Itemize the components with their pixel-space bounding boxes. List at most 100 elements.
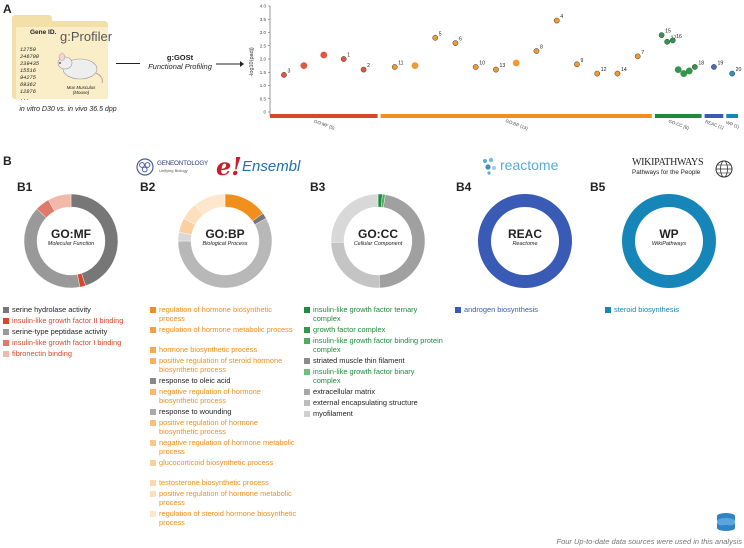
data-point: [669, 37, 676, 44]
legend-swatch: [304, 327, 310, 333]
data-point: [340, 56, 347, 62]
point-label: 7: [641, 50, 644, 56]
legend-text: positive regulation of hormone biosynthe…: [159, 418, 259, 436]
point-label: 5: [439, 31, 442, 37]
donut-slice: [224, 193, 264, 222]
point-label: 10: [479, 60, 485, 66]
source-label: WP (1): [725, 120, 740, 130]
mouse-caption: Mus Musculus (Mouse): [58, 85, 104, 95]
legend-item-cc: external encapsulating structure: [304, 398, 444, 407]
globe-icon: [715, 160, 733, 178]
gene-item: ...: [20, 96, 30, 102]
database-icon: [717, 513, 735, 531]
legend-item-cc: striated muscle thin filament: [304, 356, 444, 365]
gene-item: 246700: [20, 54, 40, 60]
geneontology-logo: GENEONTOLOGY Unifying Biology: [136, 157, 214, 177]
legend-swatch: [304, 400, 310, 406]
legend-text: external encapsulating structure: [313, 398, 418, 407]
donut-mf: [23, 193, 119, 289]
legend-text: glucocorticoid biosynthetic process: [159, 458, 274, 467]
y-axis-label: -log10(padj): [249, 47, 255, 77]
legend-swatch: [150, 440, 156, 446]
sub-letter-b2: B2: [140, 180, 156, 194]
data-point: [432, 34, 439, 41]
data-point: [493, 66, 499, 73]
legend-text: testosterone biosynthetic process: [159, 478, 269, 487]
legend-swatch: [150, 327, 156, 333]
legend-swatch: [605, 307, 611, 313]
legend-swatch: [304, 411, 310, 417]
legend-text: androgen biosynthesis: [464, 305, 538, 314]
tool-label-block: g:GOSt Functional Profiling: [144, 53, 216, 71]
legend-item-bp: regulation of hormone biosynthetic proce…: [150, 305, 298, 323]
donut-reac-label: REAC Reactome: [485, 227, 565, 247]
donut-wp-subtitle: WikiPathways: [651, 241, 687, 247]
legend-item-bp: negative regulation of hormone metabolic…: [150, 438, 298, 456]
legend-item-mf: serine hydrolase activity: [3, 305, 143, 314]
legend-swatch: [150, 420, 156, 426]
legend-item-bp: response to wounding: [150, 407, 298, 416]
legend-text: regulation of hormone metabolic process: [159, 325, 293, 334]
donut-reac-title: REAC: [507, 227, 542, 241]
legend-swatch: [3, 340, 9, 346]
donut-wp-label: WP WikiPathways: [629, 227, 709, 247]
legend-text: myofilament: [313, 409, 353, 418]
tool-label: g:GOSt: [166, 53, 194, 62]
donut-cc: [330, 193, 426, 289]
sub-letter-b1: B1: [17, 180, 33, 194]
y-tick-label: 0: [263, 110, 266, 115]
legend-text: serine-type peptidase activity: [12, 327, 108, 336]
data-point: [658, 32, 665, 39]
gene-item: 94275: [20, 75, 36, 81]
legend-text: positive regulation of hormone metabolic…: [159, 489, 292, 507]
legend-swatch: [150, 409, 156, 415]
legend-swatch: [150, 511, 156, 517]
legend-swatch: [3, 318, 9, 324]
reactome-icon: [483, 157, 496, 175]
mouse-illustration: [57, 53, 103, 83]
donut-mf-subtitle: Molecular Function: [47, 241, 95, 247]
point-label: 8: [540, 45, 543, 51]
legend-text: negative regulation of hormone biosynthe…: [159, 387, 261, 405]
legend-text: hormone biosynthetic process: [159, 345, 258, 354]
source-bar: [726, 114, 738, 118]
ensembl-text: Ensembl: [242, 158, 301, 175]
legend-item-bp: glucocorticoid biosynthetic process: [150, 458, 298, 467]
donut-slice: [23, 208, 81, 289]
legend-text: serine hydrolase activity: [12, 305, 91, 314]
legend-text: negative regulation of hormone metabolic…: [159, 438, 295, 456]
sub-letter-b3: B3: [310, 180, 326, 194]
legend-item-cc: myofilament: [304, 409, 444, 418]
gprofiler-logo: g:Profiler: [60, 29, 113, 44]
legend-item-bp: positive regulation of hormone biosynthe…: [150, 418, 298, 436]
legend-text: extracellular matrix: [313, 387, 376, 396]
legend-item-bp: regulation of steroid hormone biosynthet…: [150, 509, 298, 527]
point-label: 20: [736, 67, 742, 73]
geneontology-icon: [136, 158, 154, 176]
legend-text: growth factor complex: [313, 325, 386, 334]
wikipathways-text: WIKIPATHWAYS: [632, 157, 704, 168]
legend-text: insulin-like growth factor binding prote…: [313, 336, 443, 354]
data-point: [674, 66, 682, 73]
data-point: [685, 67, 693, 75]
legend-text: response to oleic acid: [159, 376, 231, 385]
legend-swatch: [150, 358, 156, 364]
data-point: [711, 64, 717, 70]
reactome-text: reactome: [500, 157, 559, 173]
mouse-caption-species: Mus Musculus: [66, 85, 96, 90]
gene-item: 12876: [20, 89, 36, 95]
arrow-line: [116, 63, 140, 64]
donut-slice: [330, 193, 379, 243]
footer-note: Four Up-to-date data sources were used i…: [556, 537, 742, 546]
legend-swatch: [150, 460, 156, 466]
panel-a-letter: A: [3, 2, 12, 16]
sub-letter-b4: B4: [456, 180, 472, 194]
data-point: [574, 61, 580, 68]
data-point: [553, 17, 560, 24]
y-tick-label: 2.5: [260, 43, 267, 48]
legend-text: insulin-like growth factor I binding: [12, 338, 122, 347]
legend-item-mf: insulin-like growth factor I binding: [3, 338, 143, 347]
legend-text: regulation of steroid hormone biosynthet…: [159, 509, 297, 527]
legend-swatch: [150, 389, 156, 395]
y-tick-label: 1.5: [260, 70, 267, 75]
